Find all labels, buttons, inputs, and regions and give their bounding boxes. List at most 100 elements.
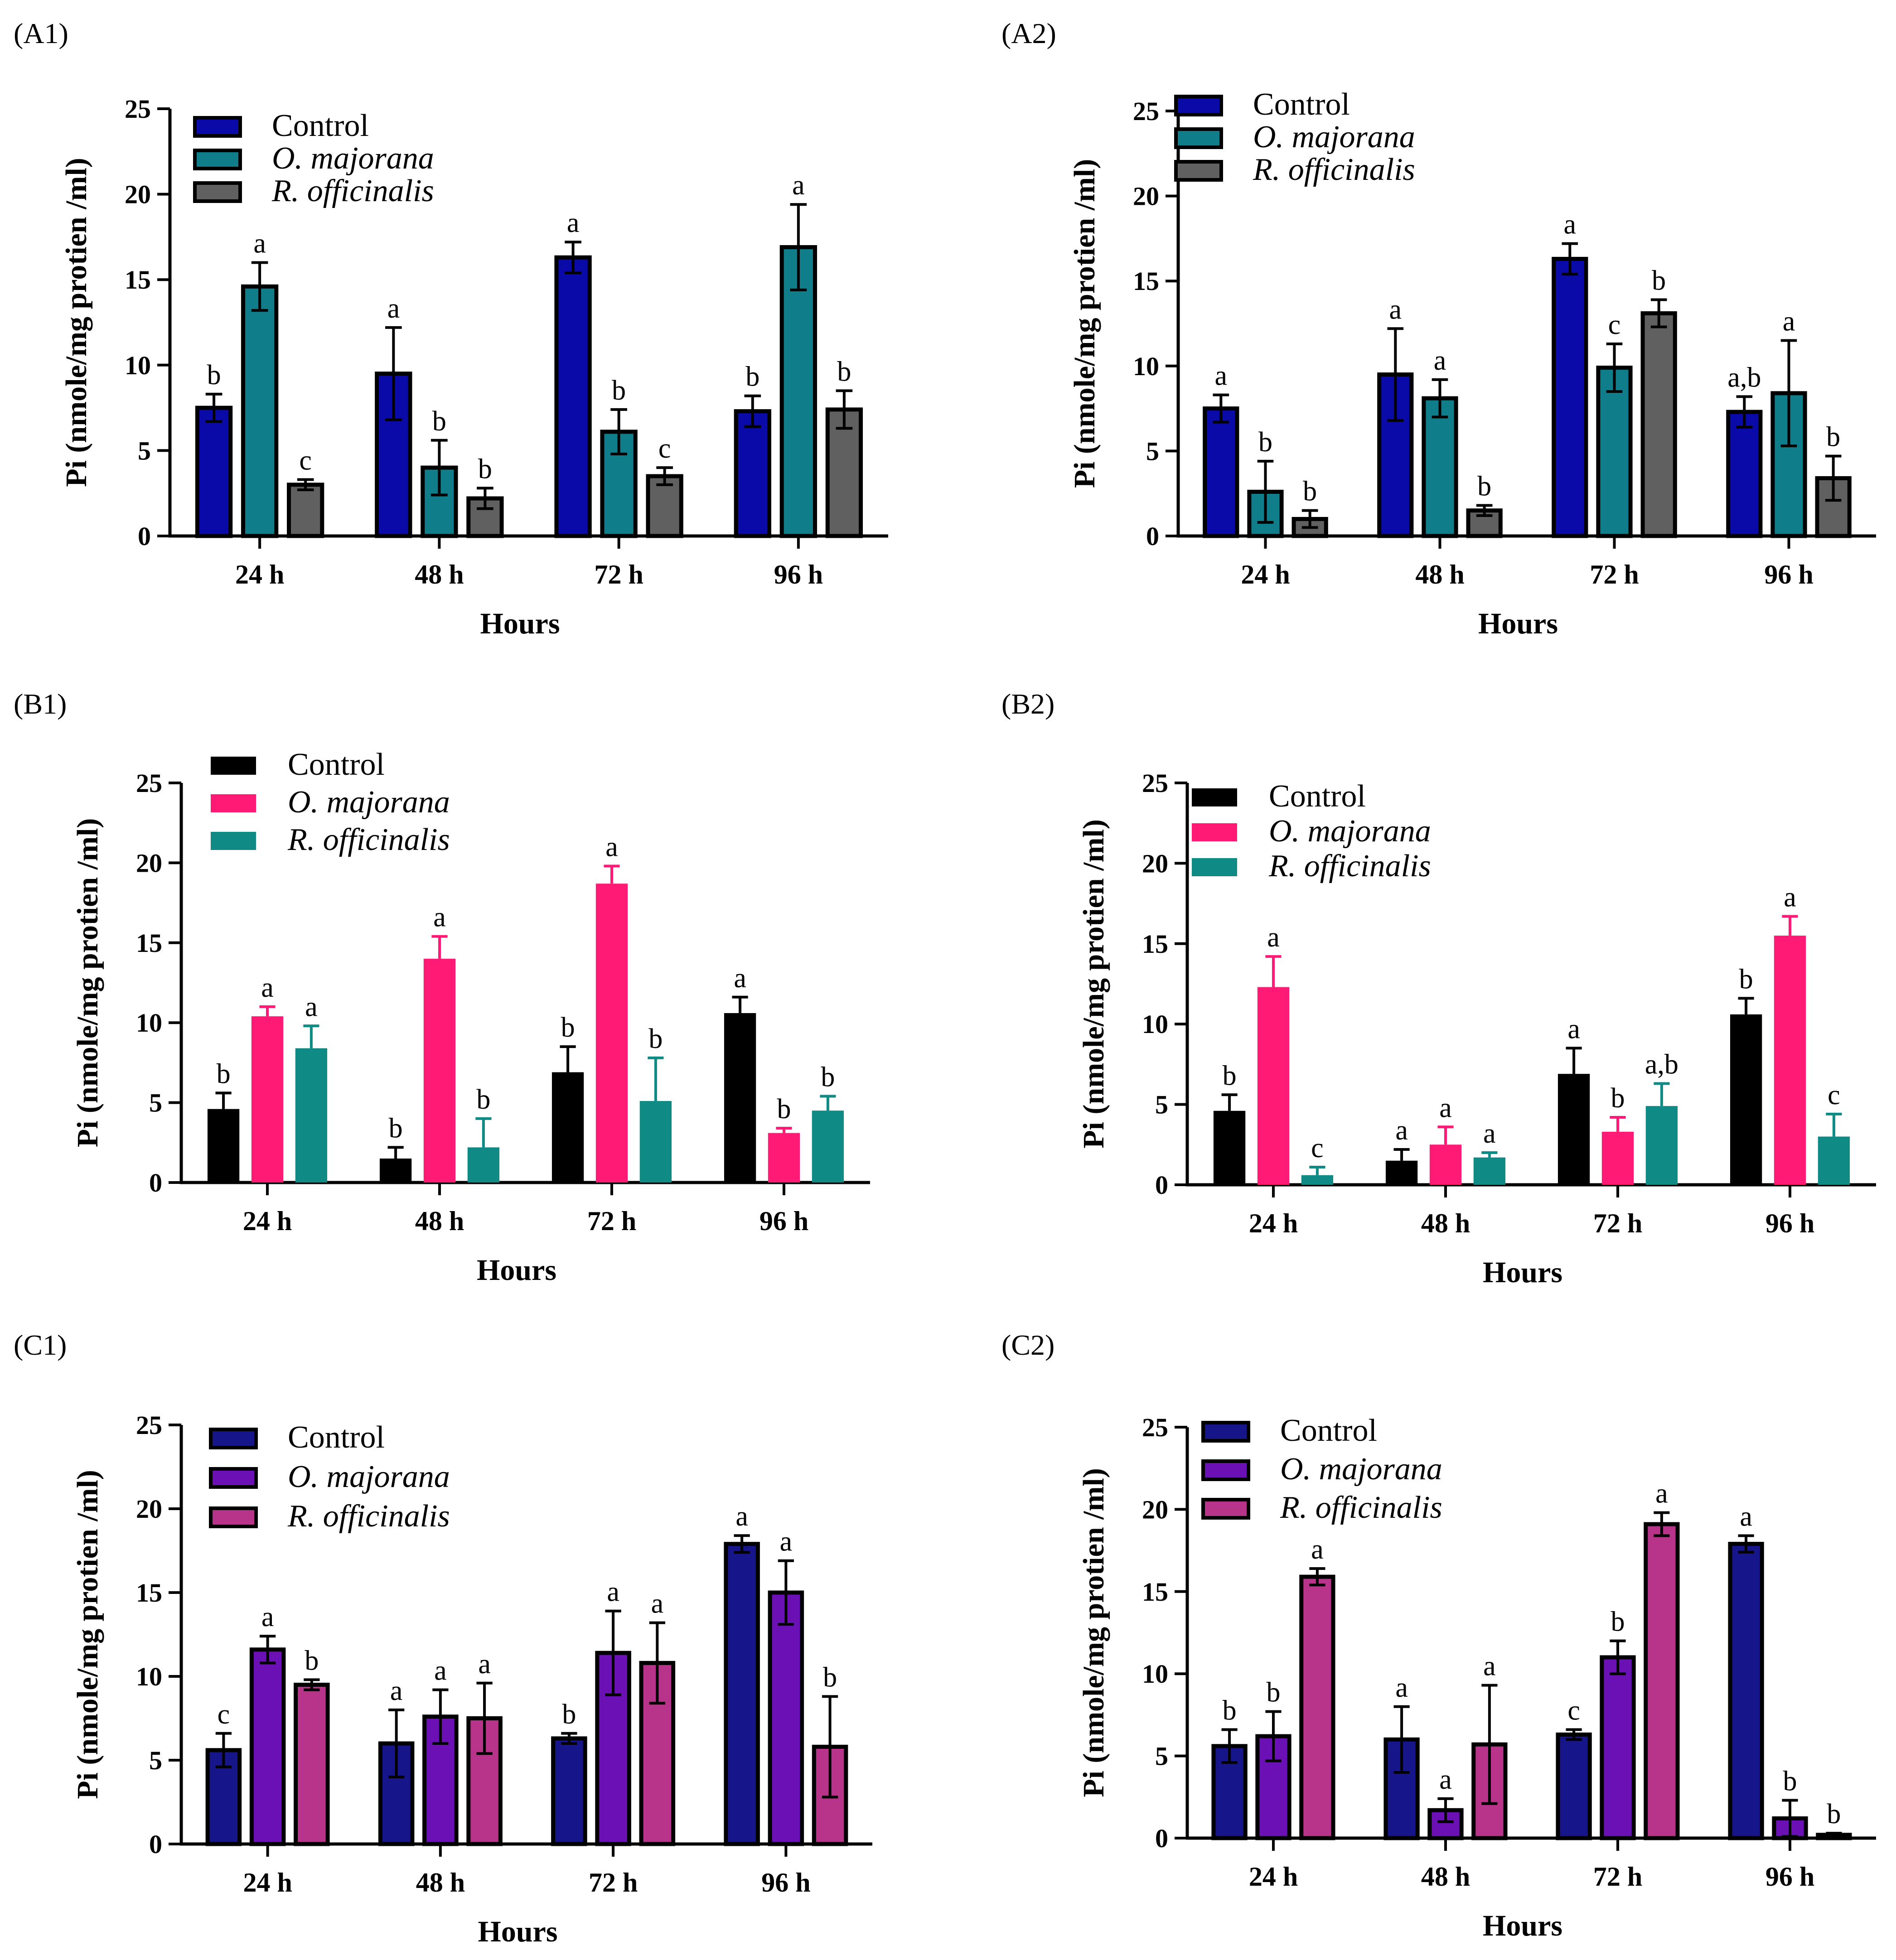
- bar: [241, 284, 279, 538]
- x-tick-label: 72 h: [1590, 560, 1639, 589]
- bar: [1596, 366, 1633, 538]
- panel-label: (C1): [14, 1329, 67, 1361]
- significance-letter: a: [1439, 1092, 1452, 1123]
- significance-letter: c: [299, 445, 312, 476]
- significance-letter: b: [1223, 1695, 1237, 1726]
- significance-letter: a: [1483, 1651, 1496, 1682]
- bar: [779, 245, 817, 538]
- y-tick-label: 5: [149, 1088, 162, 1118]
- legend-swatch: [1201, 1421, 1250, 1443]
- legend-entry: R. officinalis: [287, 822, 450, 857]
- y-tick-label: 20: [1142, 849, 1168, 878]
- legend-swatch: [211, 794, 256, 812]
- significance-letter: b: [561, 1012, 575, 1043]
- bar: [295, 1048, 328, 1183]
- y-tick-label: 0: [1155, 1170, 1168, 1200]
- y-axis-title: Pi (nmole/mg protien /ml): [71, 818, 104, 1148]
- significance-letter: a: [1783, 306, 1795, 337]
- bar: [1600, 1655, 1636, 1840]
- x-axis-title: Hours: [1478, 607, 1558, 640]
- legend-swatch: [1201, 1498, 1250, 1520]
- legend-entry: Control: [288, 1420, 385, 1455]
- legend-swatch: [211, 832, 256, 850]
- bar: [467, 1147, 500, 1183]
- significance-letter: b: [305, 1645, 319, 1676]
- significance-letter: a: [1395, 1672, 1408, 1703]
- bar: [734, 409, 771, 538]
- legend-swatch: [211, 757, 256, 775]
- significance-letter: a: [1564, 209, 1577, 240]
- y-tick-label: 10: [1142, 1659, 1168, 1689]
- significance-letter: b: [389, 1113, 403, 1144]
- bar: [1601, 1131, 1634, 1185]
- y-tick-label: 5: [149, 1746, 162, 1775]
- y-tick-label: 25: [1142, 1413, 1168, 1442]
- x-tick-label: 72 h: [1593, 1862, 1642, 1892]
- legend-entry: O. majorana: [1253, 120, 1415, 154]
- significance-letter: b: [207, 360, 221, 391]
- legend-entry: R. officinalis: [1280, 1490, 1442, 1525]
- significance-letter: a: [253, 228, 266, 259]
- x-axis-title: Hours: [1483, 1256, 1562, 1289]
- legend-swatch: [209, 1467, 258, 1489]
- y-tick-label: 10: [136, 1662, 162, 1691]
- x-tick-label: 24 h: [1249, 1862, 1298, 1892]
- bar: [1473, 1157, 1506, 1185]
- chart-panel-2: (A2) 0 5 10 15 20 25 Pi (nmole/mg protien /ml) a…: [1001, 17, 1876, 640]
- legend-swatch: [193, 149, 242, 170]
- chart-panel-6: (C2) 0 5 10 15 20 25 Pi (nmole/mg protien /ml) b…: [1001, 1329, 1876, 1942]
- significance-letter: b: [612, 375, 626, 406]
- legend-swatch: [209, 1428, 258, 1449]
- significance-letter: b: [821, 1062, 835, 1092]
- y-tick-label: 10: [1133, 352, 1159, 381]
- significance-letter: a: [735, 1501, 748, 1532]
- significance-letter: a: [651, 1588, 664, 1619]
- chart-panel-3: (B1) 0 5 10 15 20 25 Pi (nmole/mg protien /ml) b…: [14, 688, 870, 1287]
- x-axis-title: Hours: [480, 607, 560, 640]
- bar: [551, 1072, 584, 1183]
- y-tick-label: 5: [138, 436, 151, 465]
- chart-panel-4: (B2) 0 5 10 15 20 25 Pi (nmole/mg protien /ml) b…: [1001, 688, 1876, 1289]
- legend-entry: R. officinalis: [1253, 152, 1415, 187]
- bar: [595, 883, 628, 1183]
- legend-swatch: [1174, 160, 1223, 182]
- x-tick-label: 48 h: [1421, 1862, 1470, 1892]
- panel-label: (A1): [14, 17, 68, 49]
- y-tick-label: 10: [136, 1008, 162, 1038]
- significance-letter: c: [1828, 1080, 1840, 1110]
- significance-letter: a: [390, 1675, 403, 1706]
- bar: [249, 1647, 286, 1846]
- y-tick-label: 10: [125, 351, 151, 380]
- significance-letter: b: [837, 356, 851, 387]
- panel-label: (C2): [1001, 1329, 1054, 1361]
- x-tick-label: 96 h: [759, 1206, 808, 1236]
- y-tick-label: 20: [1133, 182, 1159, 211]
- legend-entry: Control: [1253, 87, 1350, 122]
- significance-letter: b: [1827, 1799, 1841, 1830]
- significance-letter: b: [745, 362, 759, 392]
- bar: [1552, 256, 1588, 538]
- significance-letter: b: [648, 1023, 663, 1054]
- bar: [1730, 1014, 1762, 1185]
- significance-letter: b: [478, 454, 492, 484]
- bar: [1726, 410, 1763, 538]
- bar: [1203, 406, 1239, 538]
- legend-entry: Control: [288, 747, 385, 782]
- legend-swatch: [1174, 127, 1223, 149]
- significance-letter: b: [1826, 422, 1840, 453]
- bar: [251, 1016, 284, 1183]
- legend-entry: O. majorana: [288, 785, 450, 820]
- significance-letter: b: [1223, 1060, 1237, 1091]
- significance-letter: b: [1267, 1677, 1281, 1708]
- bar: [207, 1109, 240, 1183]
- y-tick-label: 15: [1133, 266, 1159, 296]
- x-tick-label: 72 h: [587, 1206, 636, 1236]
- significance-letter: a: [1389, 294, 1402, 325]
- x-tick-label: 96 h: [1764, 560, 1813, 589]
- x-tick-label: 24 h: [243, 1868, 292, 1897]
- x-tick-label: 72 h: [589, 1868, 638, 1897]
- significance-letter: b: [217, 1058, 231, 1089]
